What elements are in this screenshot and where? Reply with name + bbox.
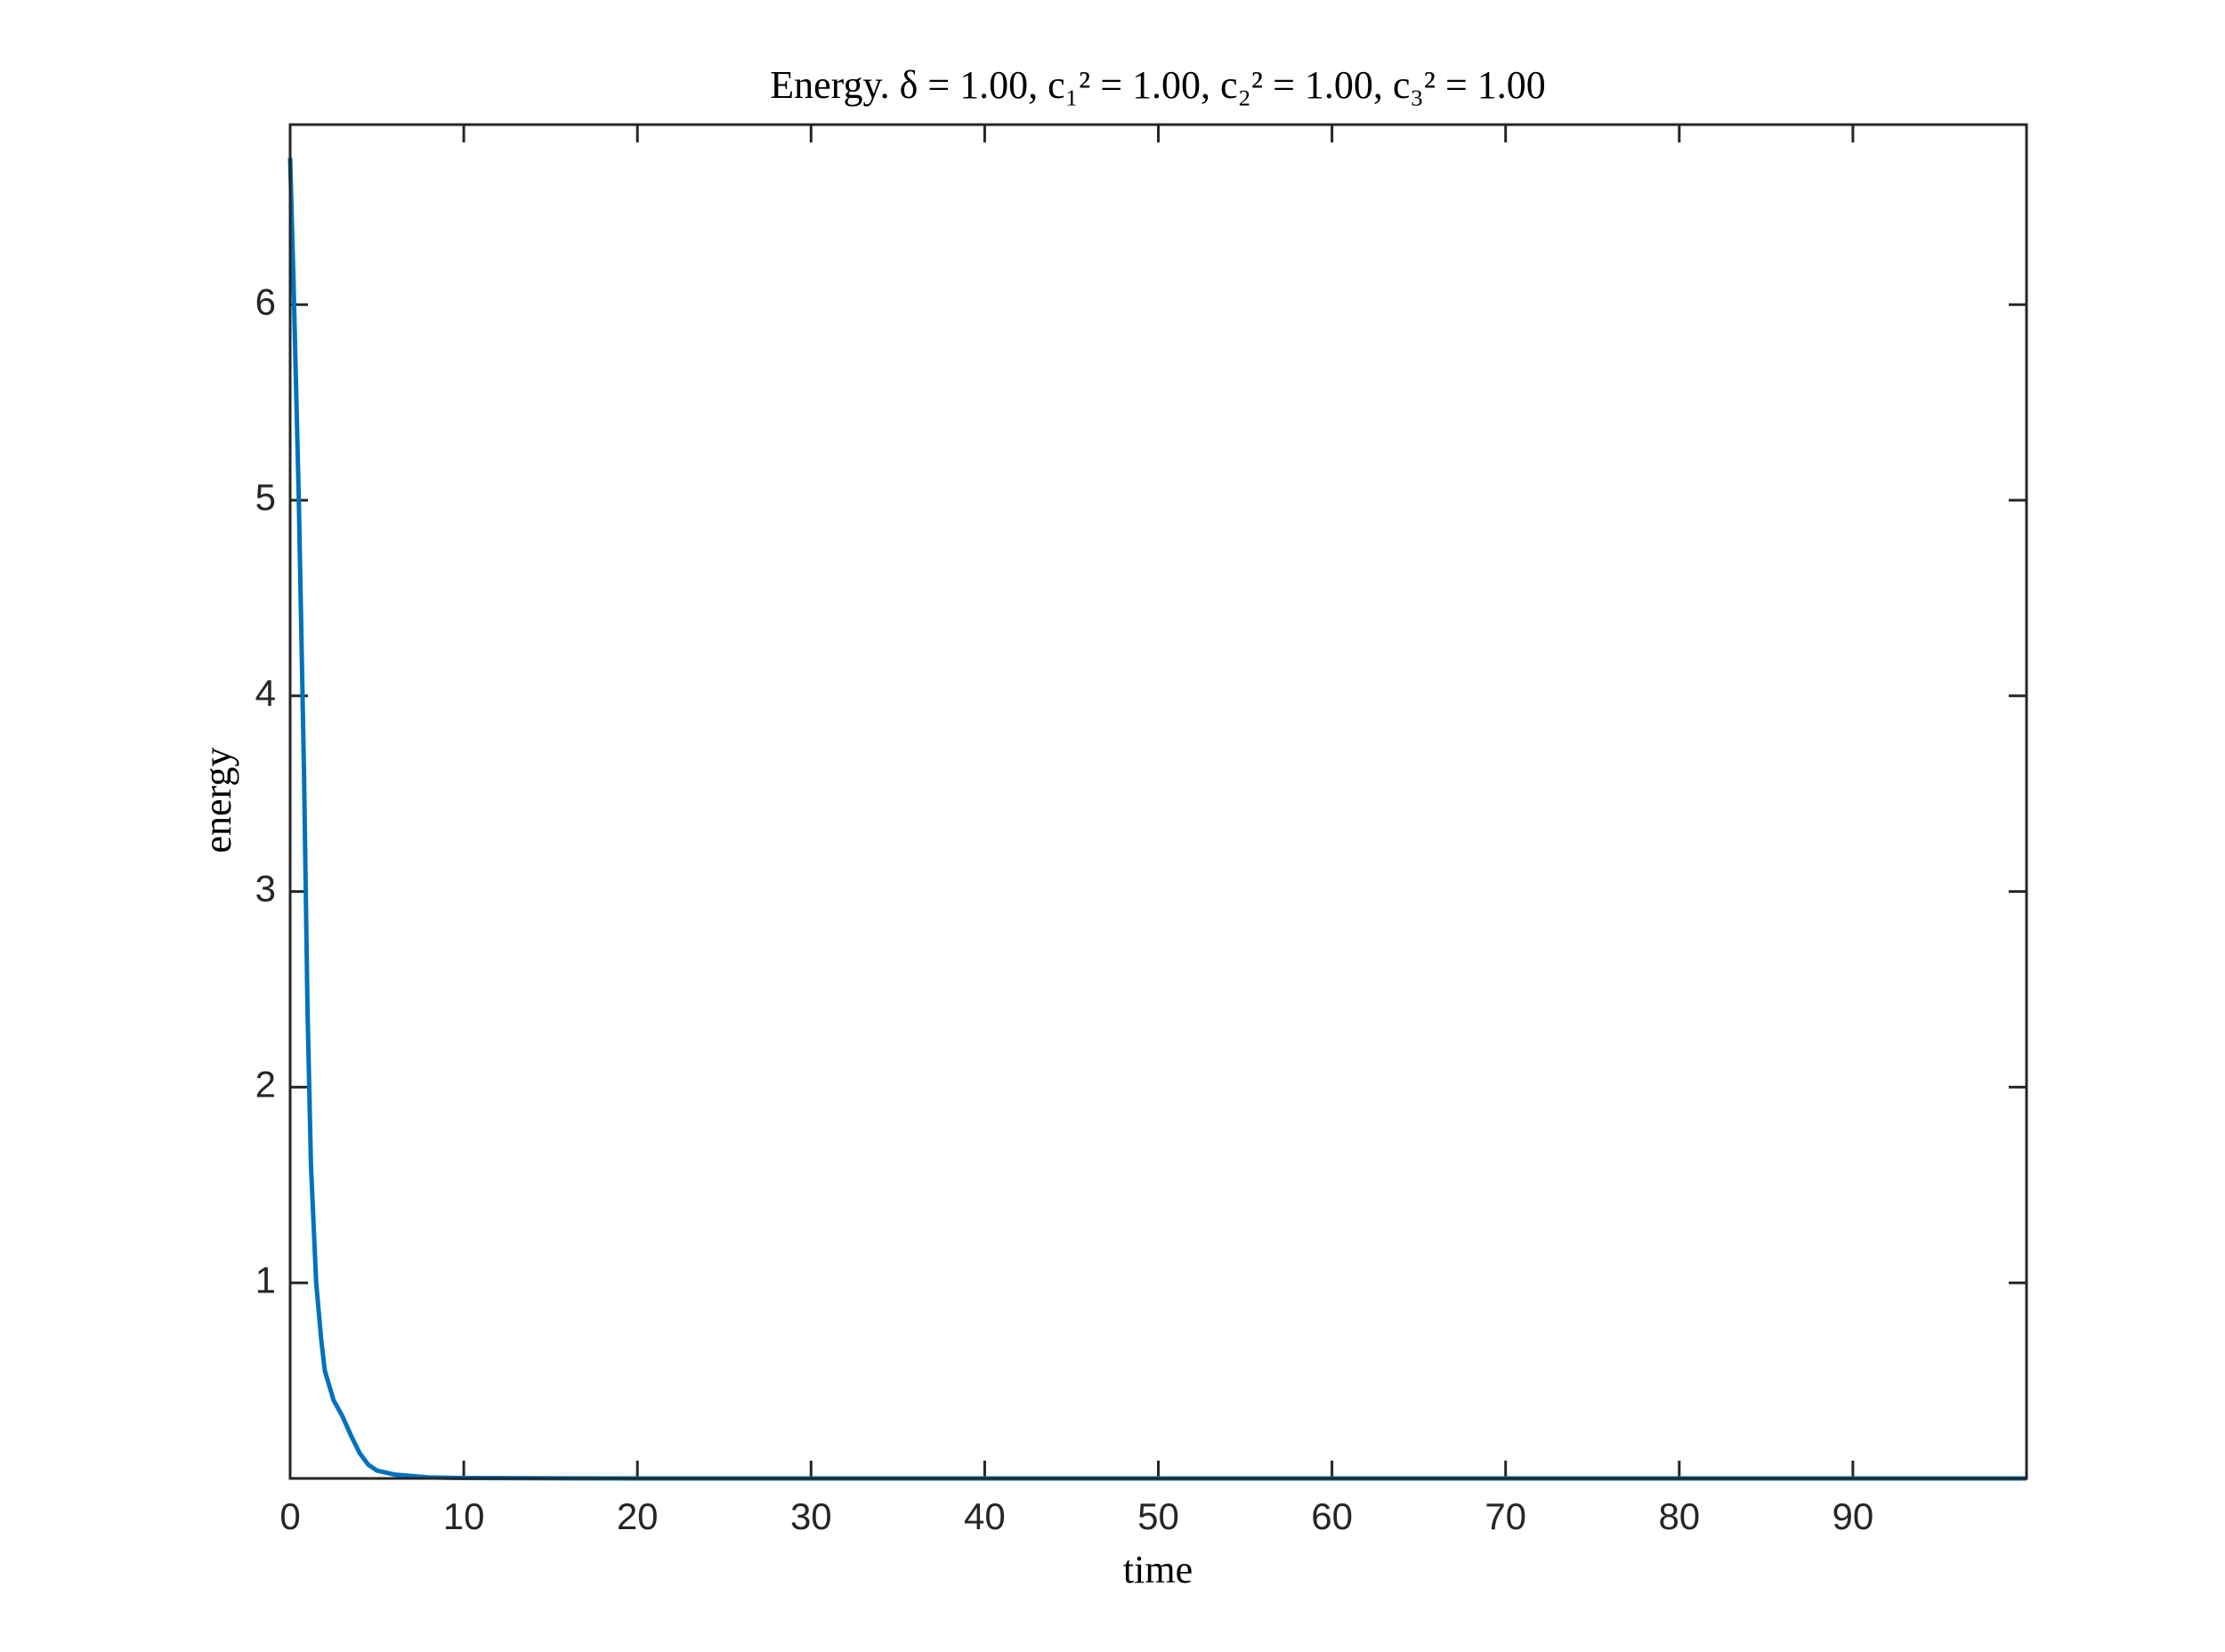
x-tick-label: 70	[1485, 1495, 1526, 1537]
x-tick-label: 50	[1137, 1495, 1179, 1537]
x-tick-label: 80	[1658, 1495, 1700, 1537]
x-tick-label: 60	[1311, 1495, 1353, 1537]
x-tick-label: 90	[1833, 1495, 1874, 1537]
y-tick-label: 2	[255, 1063, 276, 1105]
data-line	[287, 158, 2027, 1481]
x-tick-label: 40	[964, 1495, 1006, 1537]
y-tick-label: 6	[255, 280, 276, 322]
y-tick-label: 4	[255, 672, 276, 714]
y-tick-label: 5	[255, 476, 276, 518]
y-tick-label: 3	[255, 868, 276, 910]
y-axis-label: energy	[196, 748, 239, 854]
plot-frame	[288, 123, 2028, 1480]
x-tick-label: 0	[279, 1495, 300, 1537]
x-tick-label: 20	[617, 1495, 659, 1537]
x-tick-label: 30	[790, 1495, 832, 1537]
chart-title: Energy. δ = 1.00, c₁² = 1.00, c₂² = 1.00…	[770, 63, 1546, 107]
y-tick-label: 1	[255, 1259, 276, 1300]
x-axis-label: time	[1123, 1548, 1193, 1591]
x-tick-label: 10	[443, 1495, 485, 1537]
